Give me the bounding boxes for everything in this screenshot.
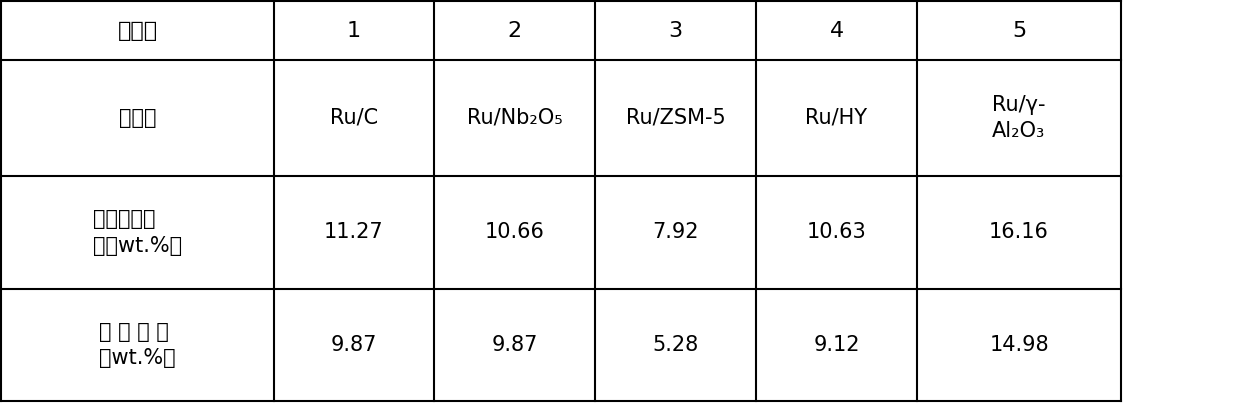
Text: 5.28: 5.28: [652, 335, 699, 355]
Text: 1: 1: [347, 21, 361, 41]
Text: 实施例: 实施例: [118, 21, 157, 41]
Text: 4: 4: [830, 21, 843, 41]
Text: Ru/γ-
Al₂O₃: Ru/γ- Al₂O₃: [992, 95, 1045, 141]
Text: 9.87: 9.87: [331, 335, 377, 355]
Text: 16.16: 16.16: [990, 222, 1049, 243]
Text: 14.98: 14.98: [990, 335, 1049, 355]
Text: Ru/Nb₂O₅: Ru/Nb₂O₅: [467, 108, 563, 128]
Text: 7.92: 7.92: [652, 222, 699, 243]
Text: Ru/ZSM-5: Ru/ZSM-5: [626, 108, 725, 128]
Text: 11.27: 11.27: [324, 222, 384, 243]
Text: 9.87: 9.87: [491, 335, 538, 355]
Text: 酚 类 收 率
（wt.%）: 酚 类 收 率 （wt.%）: [99, 321, 176, 368]
Text: 10.66: 10.66: [485, 222, 544, 243]
Text: 2: 2: [507, 21, 522, 41]
Text: Ru/C: Ru/C: [330, 108, 378, 128]
Text: 液体产物收
率（wt.%）: 液体产物收 率（wt.%）: [93, 209, 182, 256]
Text: 9.12: 9.12: [813, 335, 859, 355]
Text: 催化剂: 催化剂: [119, 108, 156, 128]
Text: Ru/HY: Ru/HY: [806, 108, 868, 128]
Text: 3: 3: [668, 21, 683, 41]
Text: 5: 5: [1012, 21, 1027, 41]
Text: 10.63: 10.63: [807, 222, 867, 243]
